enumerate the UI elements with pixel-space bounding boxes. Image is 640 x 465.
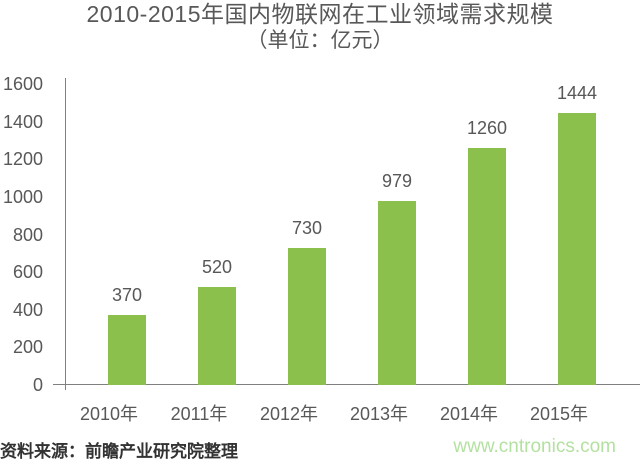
x-axis-category-label: 2015年 (529, 404, 589, 424)
y-axis-tick-label: 400 (12, 299, 43, 320)
x-axis-category-label: 2013年 (349, 404, 409, 424)
y-axis-tick-label: 0 (32, 375, 43, 395)
y-axis-tick-label: 600 (12, 262, 43, 283)
bar (108, 315, 146, 385)
watermark-text: www.cntronics.com (453, 436, 616, 457)
y-axis-tick-label: 200 (12, 337, 43, 358)
bar-value-label: 730 (291, 217, 323, 238)
source-note: 资料来源：前瞻产业研究院整理 (0, 442, 238, 461)
y-axis-line (65, 78, 66, 390)
x-axis-line (53, 384, 640, 385)
y-axis-tick-label: 1000 (2, 186, 43, 207)
y-axis-tick-label: 1200 (2, 149, 43, 170)
bar (468, 147, 506, 385)
bar-value-label: 520 (201, 257, 233, 278)
chart-title: 2010-2015年国内物联网在工业领域需求规模 (86, 1, 554, 27)
x-axis-category-label: 2012年 (259, 404, 319, 424)
x-axis-category-label: 2011年 (170, 404, 228, 424)
y-axis-tick-label: 800 (12, 224, 43, 245)
bar-value-label: 1260 (466, 117, 508, 138)
x-axis-category-label: 2010年 (79, 404, 139, 424)
bar (288, 247, 326, 385)
chart-subtitle: （单位：亿元） (246, 29, 394, 52)
bar-value-label: 370 (111, 285, 143, 306)
x-axis-category-label: 2014年 (439, 404, 499, 424)
y-axis-tick-label: 1400 (2, 111, 43, 132)
bar-value-label: 1444 (556, 83, 598, 104)
y-axis-tick-label: 1600 (2, 74, 43, 94)
bar (378, 200, 416, 385)
bar-value-label: 979 (381, 170, 413, 191)
bar (198, 287, 236, 385)
bar (558, 113, 596, 385)
